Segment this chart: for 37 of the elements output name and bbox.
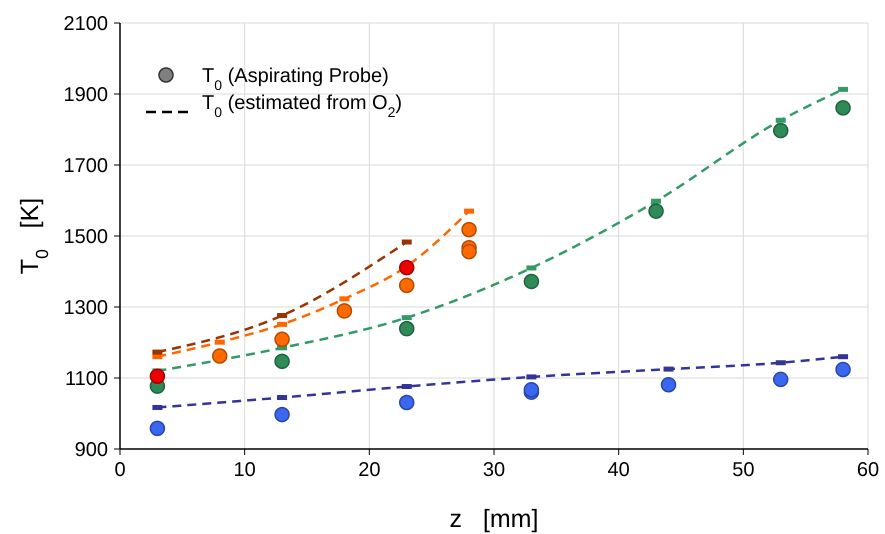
x-tick-label: 60	[856, 459, 880, 481]
point	[524, 274, 540, 290]
point	[336, 303, 352, 319]
point	[660, 376, 676, 392]
y-tick-label: 1700	[64, 155, 108, 177]
point	[150, 420, 166, 436]
x-tick-label: 0	[114, 459, 126, 481]
point	[274, 332, 290, 348]
point	[648, 203, 664, 219]
y-tick-label: 1100	[64, 368, 108, 390]
x-tick-label: 30	[482, 459, 506, 481]
point	[461, 244, 477, 260]
point	[150, 368, 166, 384]
point	[772, 372, 788, 388]
point	[398, 394, 414, 410]
point	[274, 354, 290, 370]
x-axis-title: z [mm]	[450, 505, 538, 533]
y-tick-label: 1300	[64, 297, 108, 319]
x-tick-label: 10	[234, 459, 256, 481]
x-tick-label: 40	[608, 459, 630, 481]
point	[772, 122, 788, 138]
point	[212, 348, 228, 364]
point	[398, 260, 414, 276]
point	[398, 278, 414, 294]
y-tick-label: 2100	[64, 13, 108, 35]
y-tick-label: 900	[74, 439, 108, 461]
y-tick-label: 1500	[64, 226, 108, 248]
x-tick-label: 20	[358, 459, 380, 481]
point	[835, 100, 851, 116]
point	[835, 362, 851, 378]
annotation: T$_{0}$ (estimated from O$_{2}$)	[202, 92, 402, 120]
y-tick-label: 1900	[64, 84, 108, 106]
point	[398, 320, 414, 336]
x-tick-label: 50	[732, 459, 754, 481]
point	[461, 222, 477, 238]
point	[274, 406, 290, 422]
annotation: T$_{0}$ (Aspirating Probe)	[202, 65, 389, 93]
